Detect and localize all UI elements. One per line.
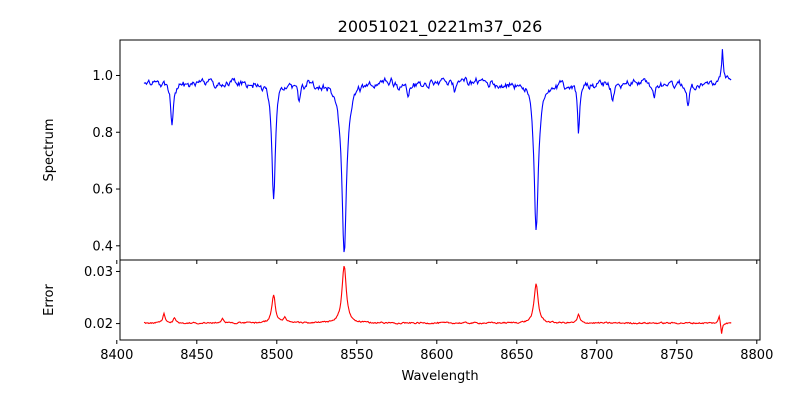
- x-tick-label: 8550: [340, 348, 373, 363]
- spectrum-plot-area: [143, 49, 732, 253]
- x-tick-label: 8800: [740, 348, 773, 363]
- spectrum-line: [143, 49, 732, 253]
- spectrum-y-ticks: 0.4 0.6 0.8 1.0: [92, 69, 120, 254]
- x-tick-label: 8650: [500, 348, 533, 363]
- x-tick-label: 8500: [260, 348, 293, 363]
- y-tick-label: 0.6: [92, 183, 113, 198]
- x-tick-label: 8700: [580, 348, 613, 363]
- y-tick-label: 0.4: [92, 239, 113, 254]
- y-tick-label: 1.0: [92, 69, 113, 84]
- x-tick-label: 8750: [660, 348, 693, 363]
- x-tick-label: 8450: [180, 348, 213, 363]
- error-y-ticks: 0.02 0.03: [84, 265, 120, 332]
- chart-title: 20051021_0221m37_026: [338, 17, 543, 37]
- y-tick-label: 0.02: [84, 317, 113, 332]
- x-tick-label: 8600: [420, 348, 453, 363]
- error-axes-frame: [119, 259, 761, 341]
- y-tick-label: 0.8: [92, 126, 113, 141]
- x-axis-label: Wavelength: [401, 369, 478, 384]
- error-plot-area: [143, 265, 732, 334]
- x-tick-label: 8400: [100, 348, 133, 363]
- y-tick-label: 0.03: [84, 265, 113, 280]
- x-ticks: 8400 8450 8500 8550 8600 8650 8700 8750 8800: [100, 260, 773, 363]
- error-y-axis-label: Error: [42, 284, 57, 316]
- spectrum-y-axis-label: Spectrum: [42, 119, 57, 182]
- error-panel: 0.02 0.03 8400 8450 8500 8550 8600 8650 8700 875…: [42, 259, 773, 384]
- error-line: [143, 265, 732, 334]
